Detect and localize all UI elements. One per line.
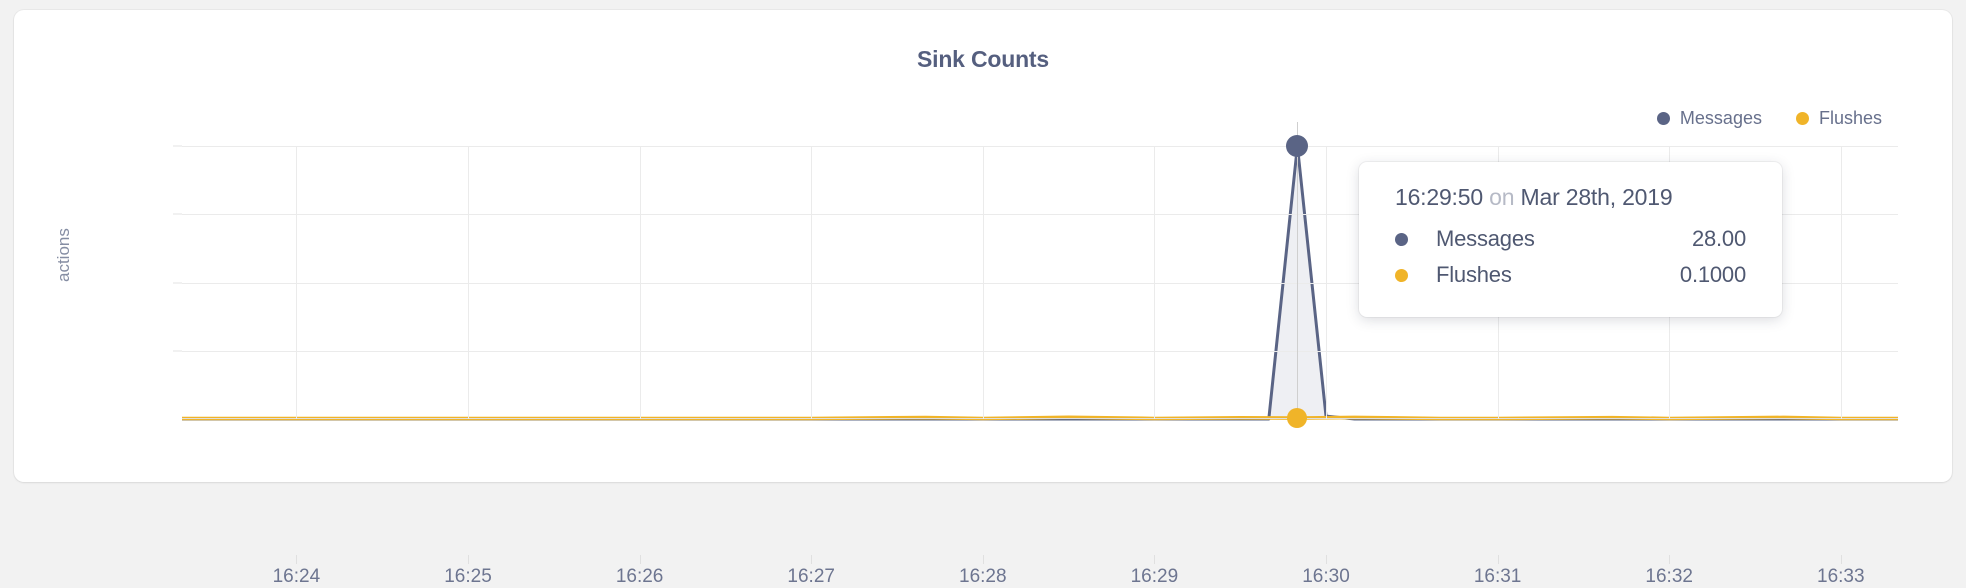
circle-icon — [1795, 112, 1809, 125]
x-axis-tick-mark — [1840, 555, 1842, 564]
tooltip-date: Mar 28th, 2019 — [1520, 184, 1673, 210]
gridline-vertical — [982, 146, 984, 419]
x-axis-tick-mark — [1497, 555, 1499, 564]
legend-label: Messages — [1679, 108, 1762, 128]
x-axis-tick-mark — [296, 555, 298, 564]
gridline-vertical — [1326, 146, 1327, 419]
x-axis-tick-mark — [639, 555, 641, 564]
tooltip-on-word: on — [1489, 184, 1515, 210]
tooltip-row-flushes: Flushes 0.1000 — [1395, 257, 1746, 293]
circle-icon — [1656, 112, 1670, 125]
tooltip-series-label: Flushes — [1436, 262, 1512, 287]
x-axis-tick-mark — [1669, 555, 1671, 564]
x-axis-tick-label: 16:30 — [1302, 566, 1350, 587]
chart-card: Sink Counts Messages Flushes actions 071… — [14, 10, 1952, 587]
legend-label: Flushes — [1818, 108, 1882, 128]
gridline-vertical — [296, 146, 298, 419]
y-axis-tick-mark — [173, 350, 182, 352]
x-axis-tick-mark — [982, 555, 984, 564]
y-axis-tick-mark — [173, 282, 182, 283]
gridline-vertical — [1840, 146, 1842, 419]
tooltip-series-value: 28.00 — [1691, 226, 1746, 251]
legend-item-flushes[interactable]: Flushes — [1795, 108, 1882, 129]
gridline-horizontal — [182, 146, 1898, 147]
gridline-vertical — [468, 146, 469, 419]
x-axis-tick-mark — [1326, 555, 1327, 564]
x-axis-tick-label: 16:33 — [1817, 566, 1865, 587]
x-axis-tick-label: 16:26 — [615, 566, 664, 587]
gridline-horizontal — [182, 282, 1898, 284]
page-title: Sink Counts — [917, 46, 1049, 72]
tooltip-row-messages: Messages 28.00 — [1395, 221, 1746, 257]
y-axis-tick-mark — [173, 213, 182, 215]
data-point-marker-messages[interactable] — [1286, 135, 1309, 157]
x-axis-tick-label: 16:29 — [1130, 566, 1179, 587]
gridline-horizontal — [182, 350, 1898, 352]
x-axis-line — [182, 418, 1898, 419]
tooltip-series-label: Messages — [1436, 226, 1535, 251]
gridline-horizontal — [182, 214, 1898, 216]
chart-tooltip: 16:29:50 on Mar 28th, 2019 Messages 28.0… — [1359, 162, 1782, 317]
x-axis-tick-mark — [811, 555, 813, 564]
circle-icon — [1395, 232, 1408, 246]
tooltip-series-value: 0.1000 — [1679, 262, 1746, 287]
x-axis-tick-mark — [1154, 555, 1156, 564]
gridline-vertical — [639, 146, 641, 419]
x-axis-tick-label: 16:25 — [444, 566, 492, 587]
y-axis-label: actions — [54, 228, 73, 282]
chart-legend: Messages Flushes — [1656, 108, 1882, 129]
x-axis-tick-label: 16:24 — [272, 566, 321, 587]
x-axis-tick-label: 16:28 — [959, 566, 1007, 587]
x-axis-tick-mark — [468, 555, 469, 564]
x-axis-tick-label: 16:31 — [1473, 566, 1522, 587]
x-axis-tick-label: 16:27 — [787, 566, 835, 587]
x-axis-tick-label: 16:32 — [1645, 566, 1693, 587]
crosshair-line — [1297, 122, 1299, 419]
gridline-vertical — [811, 146, 813, 419]
legend-item-messages[interactable]: Messages — [1656, 108, 1762, 129]
circle-icon — [1395, 268, 1408, 282]
tooltip-timestamp: 16:29:50 on Mar 28th, 2019 — [1395, 184, 1746, 211]
gridline-vertical — [1154, 146, 1156, 419]
y-axis-tick-mark — [173, 145, 182, 147]
data-point-marker-flushes[interactable] — [1287, 408, 1308, 429]
tooltip-time: 16:29:50 — [1395, 184, 1483, 210]
